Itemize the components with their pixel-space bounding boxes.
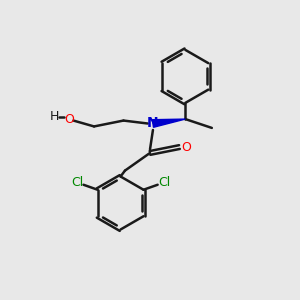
Text: Cl: Cl xyxy=(158,176,170,189)
Text: N: N xyxy=(147,116,159,130)
Polygon shape xyxy=(152,119,185,127)
Text: O: O xyxy=(181,141,191,154)
Text: H: H xyxy=(50,110,59,123)
Text: Cl: Cl xyxy=(71,176,83,189)
Text: O: O xyxy=(64,112,74,126)
